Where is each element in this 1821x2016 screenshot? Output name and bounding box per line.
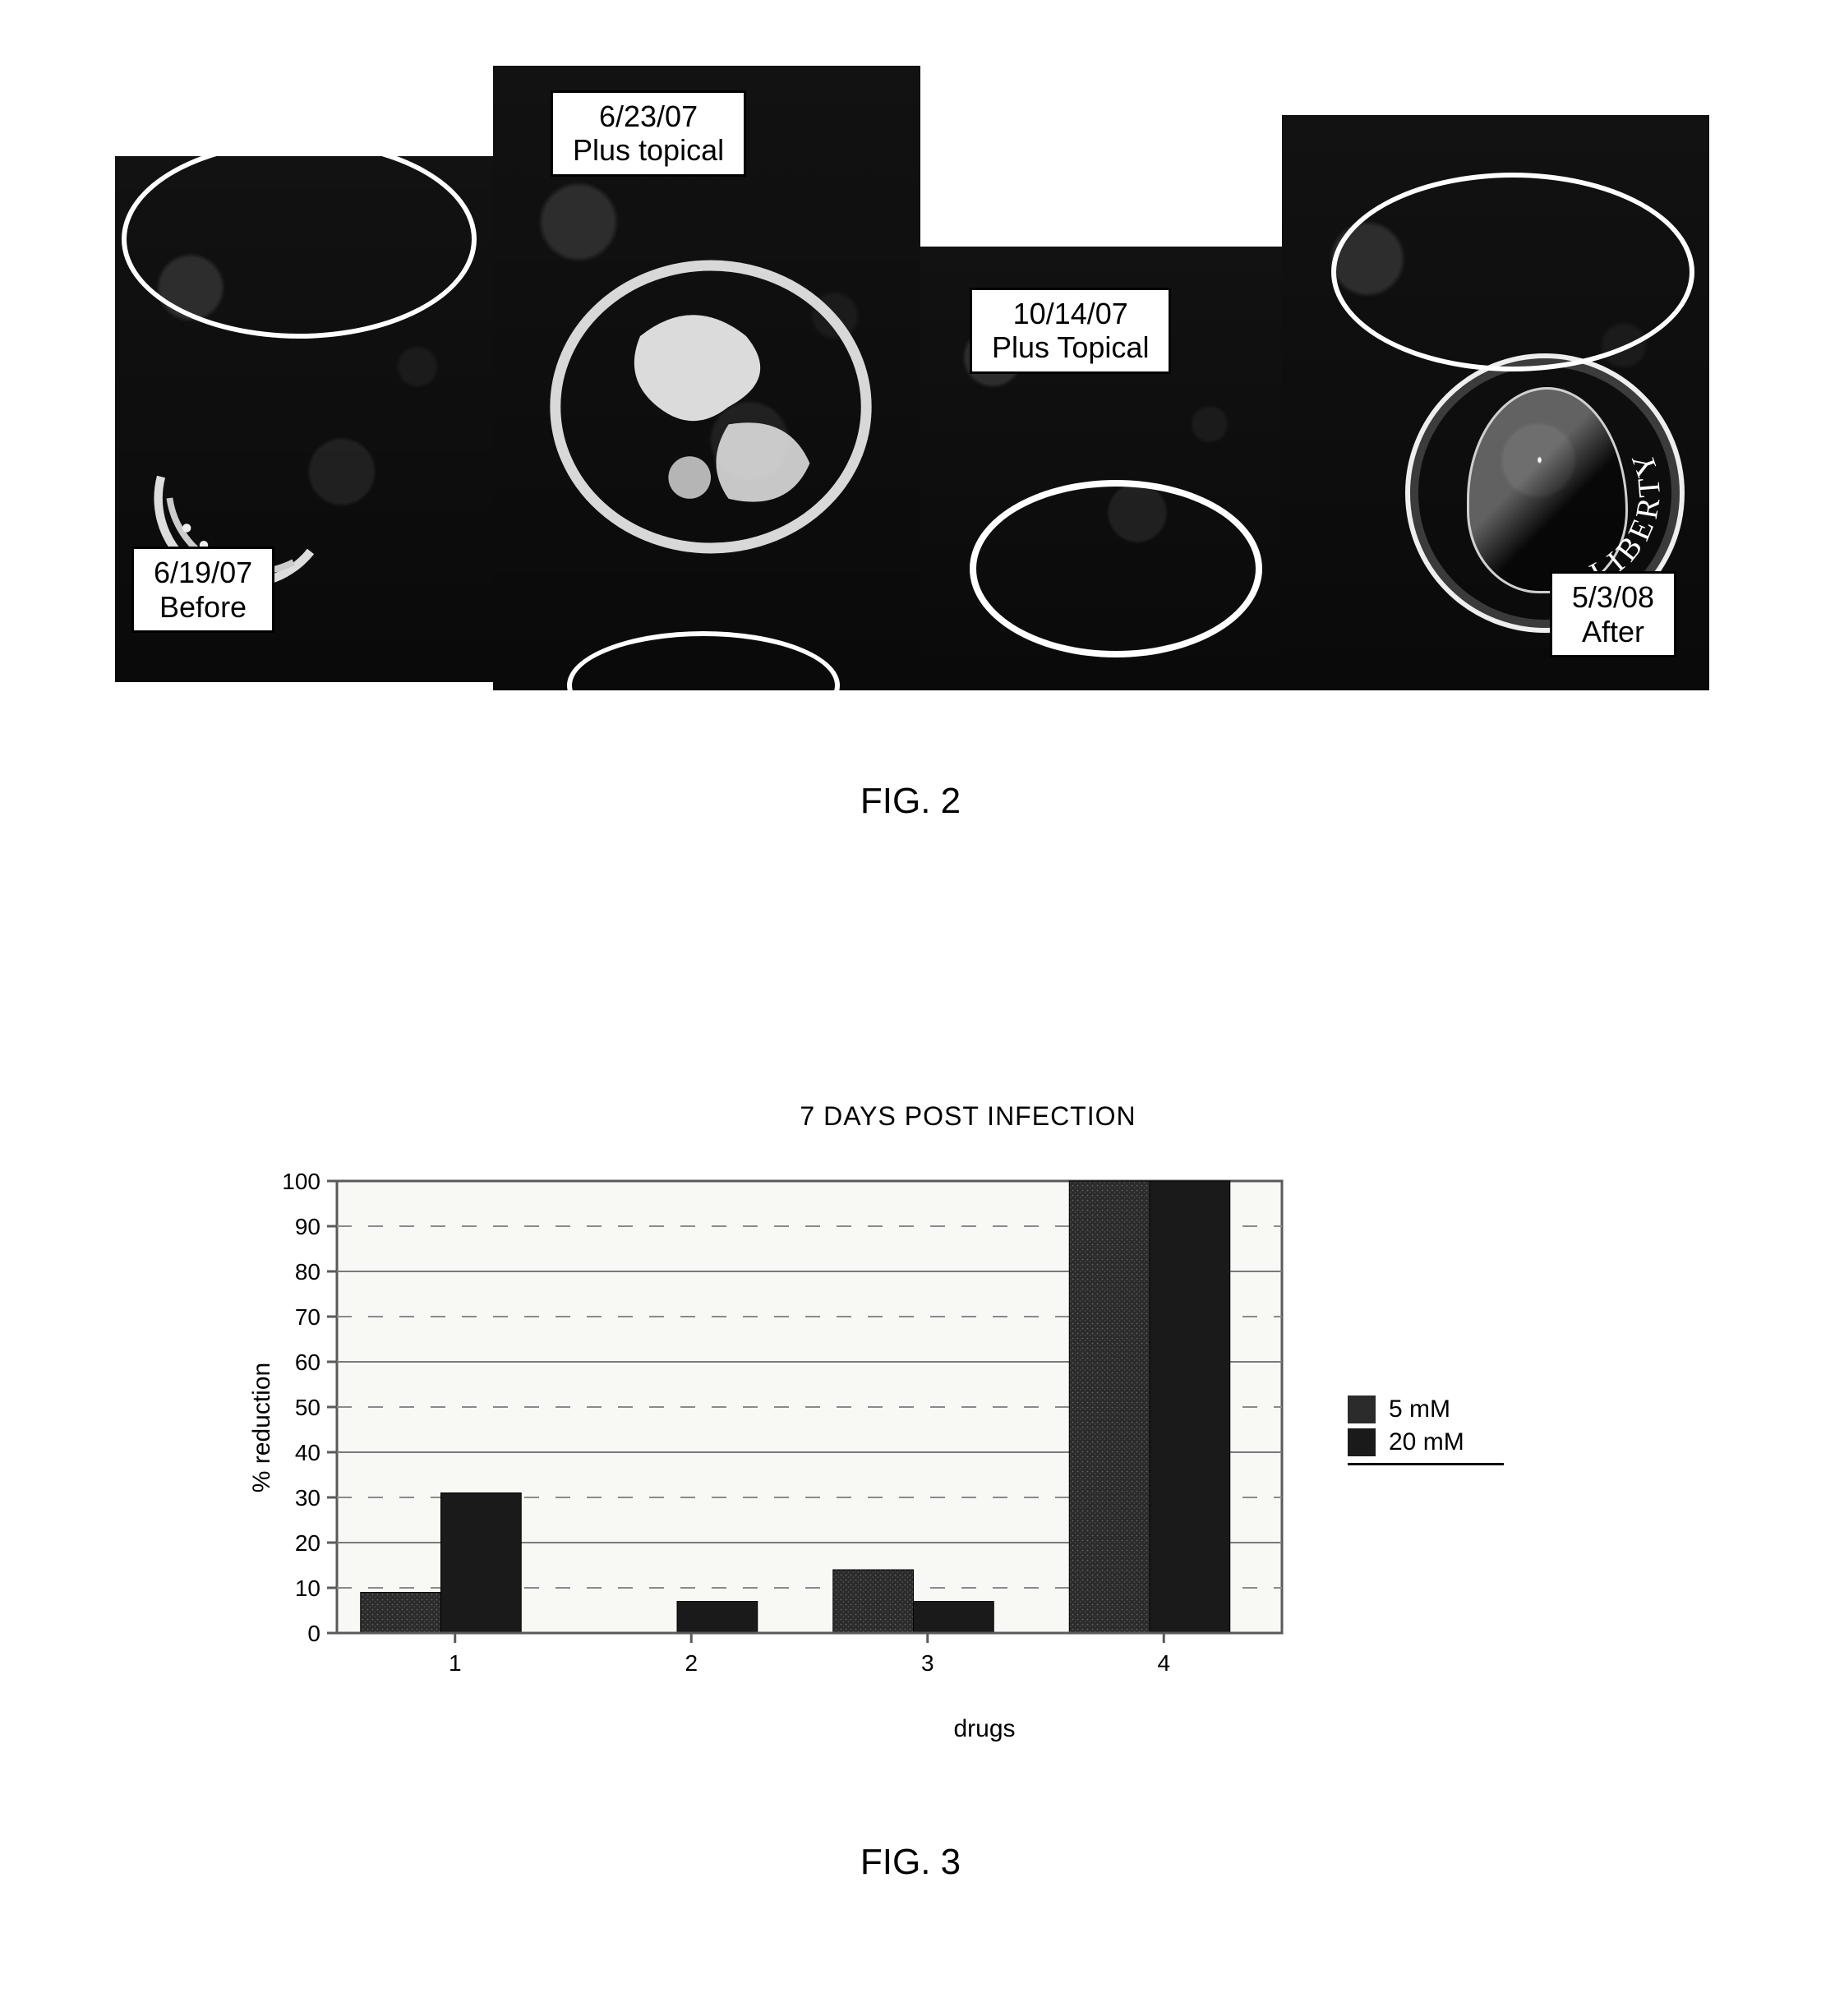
figure-3-caption: FIG. 3 [0,1842,1821,1883]
svg-text:20: 20 [295,1530,320,1556]
figure-2-panel: 6/19/07 Before 6/23/07 Plus topical [115,66,1706,740]
svg-text:30: 30 [295,1485,320,1511]
lesion-ellipse-after [1331,173,1694,371]
svg-text:60: 60 [295,1349,320,1375]
label-plus-topical-2: 10/14/07 Plus Topical [970,288,1171,374]
legend-swatch-2 [1348,1428,1376,1456]
legend-swatch-1 [1348,1396,1376,1423]
svg-text:80: 80 [295,1259,320,1285]
photo-after: LIBERTY 5/3/08 After [1282,115,1709,690]
svg-text:50: 50 [295,1395,320,1420]
svg-text:90: 90 [295,1214,320,1239]
lesion-ellipse-mid [970,480,1262,657]
label-after-date: 5/3/08 [1572,580,1654,614]
bar-chart: 0 10 20 30 40 50 60 70 80 90 100 1 2 3 4 [263,1165,1298,1691]
chart-title: 7 DAYS POST INFECTION [230,1101,1706,1132]
legend-underline [1348,1463,1504,1465]
figure-3-block: 7 DAYS POST INFECTION % reduction 0 10 20 3… [197,1101,1706,1743]
legend-item-1: 5 mM [1348,1396,1504,1423]
lesion-blotch [534,230,887,584]
legend-label-2: 20 mM [1389,1428,1464,1456]
svg-text:LIBERTY: LIBERTY [1584,444,1667,591]
chart-row: % reduction 0 10 20 30 40 50 60 70 80 90 100 1 2 3 4 5… [197,1165,1706,1691]
legend-label-1: 5 mM [1389,1396,1450,1423]
label-pt1-date: 6/23/07 [573,99,724,133]
label-plus-topical-1: 6/23/07 Plus topical [551,90,746,177]
dime-liberty: LIBERTY [1584,444,1667,591]
svg-text:1: 1 [449,1650,462,1676]
photo-before: 6/19/07 Before [115,156,493,682]
x-axis-label: drugs [263,1715,1706,1743]
svg-text:2: 2 [685,1650,698,1676]
legend-item-2: 20 mM [1348,1428,1504,1456]
figure-2-caption: FIG. 2 [0,781,1821,822]
label-before-text: Before [154,590,252,624]
svg-text:0: 0 [307,1621,320,1646]
label-pt2-date: 10/14/07 [992,297,1149,330]
label-pt1-text: Plus topical [573,133,724,167]
y-axis-label: % reduction [248,1363,276,1492]
svg-text:10: 10 [295,1575,320,1601]
label-after-text: After [1572,615,1654,648]
svg-text:70: 70 [295,1304,320,1330]
y-axis-label-wrap: % reduction [197,1414,263,1442]
chart-legend: 5 mM 20 mM [1348,1391,1504,1465]
svg-text:4: 4 [1157,1650,1170,1676]
svg-text:3: 3 [921,1650,934,1676]
label-after: 5/3/08 After [1550,571,1676,657]
label-before-date: 6/19/07 [154,556,252,589]
svg-text:40: 40 [295,1440,320,1465]
label-before: 6/19/07 Before [131,547,274,633]
dime-legend-text: LIBERTY [1581,427,1680,592]
svg-text:100: 100 [282,1169,320,1194]
photo-plus-topical-1: 6/23/07 Plus topical [493,66,920,690]
photo-plus-topical-2: 10/14/07 Plus Topical [920,247,1282,690]
figure-2-photo-collage: 6/19/07 Before 6/23/07 Plus topical [115,66,1706,740]
label-pt2-text: Plus Topical [992,330,1149,364]
